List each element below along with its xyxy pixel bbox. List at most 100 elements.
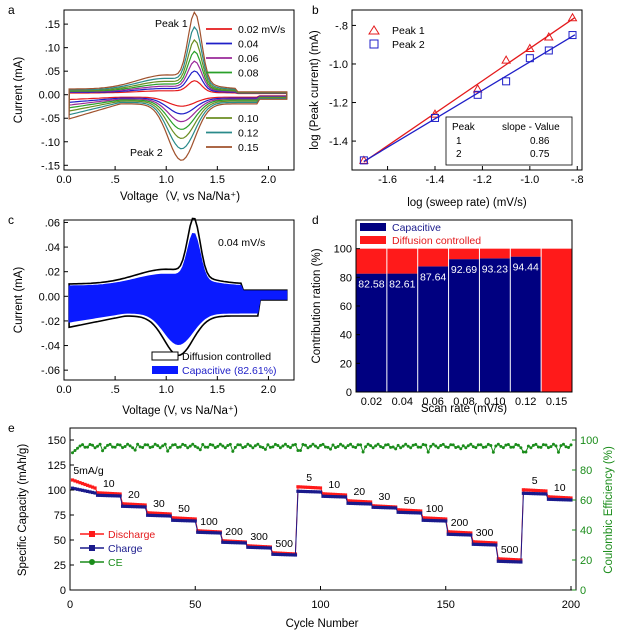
panel-d-xtick-label: 0.12 <box>515 396 536 408</box>
charge-point <box>421 518 425 522</box>
ce-point <box>156 444 160 448</box>
discharge-point <box>178 516 182 520</box>
ce-point <box>356 443 360 447</box>
legend-label: 0.08 <box>238 68 259 80</box>
ce-point <box>349 442 353 446</box>
panel-b-ytick-label: -1.2 <box>329 98 348 110</box>
panel-label-a: a <box>8 3 15 17</box>
ce-point <box>136 442 140 446</box>
panel-a-xticks: 0.0 .5 1.0 1.5 2.0 <box>56 166 276 186</box>
discharge-point <box>409 508 413 513</box>
rate-label: 50 <box>178 503 190 515</box>
panel-c-xtick-label: 1.0 <box>159 384 174 396</box>
panel-c-xticks: 0.0 .5 1.0 1.5 2.0 <box>56 376 276 396</box>
ce-point <box>439 444 443 448</box>
charge-point <box>156 514 160 518</box>
charge-point <box>236 541 240 545</box>
bar-data-label: 82.61 <box>389 279 415 291</box>
ce-point <box>339 442 343 446</box>
charge-point <box>171 518 175 522</box>
discharge-point <box>93 486 97 490</box>
ce-point <box>539 445 543 449</box>
peak-1-point <box>543 31 554 41</box>
panel-e-yticks: 0 25 50 75 100 125 150 <box>48 435 74 597</box>
charge-point <box>419 511 423 515</box>
ce-point <box>158 446 162 450</box>
charge-point <box>88 490 92 494</box>
charge-point <box>361 502 365 506</box>
panel-a-xtick-label: 1.5 <box>210 174 225 186</box>
discharge-point <box>348 499 353 503</box>
ce-point <box>83 445 87 449</box>
charge-point <box>113 494 117 498</box>
charge-point <box>193 519 197 523</box>
discharge-point <box>451 530 455 534</box>
ce-point <box>536 445 540 449</box>
discharge-point <box>489 541 493 545</box>
slope-table-frame <box>445 116 573 166</box>
ce-point <box>544 443 548 447</box>
panel-label-b: b <box>312 3 319 17</box>
panel-d-ylabel: Contribution ration (%) <box>311 248 323 363</box>
ce-point <box>186 446 190 450</box>
discharge-point <box>419 509 423 513</box>
ce-point <box>256 442 260 446</box>
ce-point <box>556 450 560 454</box>
charge-point <box>233 541 237 545</box>
panel-b-ylabel: log (Peak current) (mA) <box>309 30 321 150</box>
ce-point <box>436 446 440 450</box>
panel-d-ytick-label: 40 <box>340 330 352 342</box>
charge-point <box>471 542 475 546</box>
panel-label-e: e <box>8 421 15 435</box>
charge-point <box>146 513 150 517</box>
ce-point <box>273 442 277 446</box>
ce-point <box>419 445 423 449</box>
panel-a-ytick-label: .05 <box>45 66 60 78</box>
charge-point <box>118 494 122 498</box>
ce-point <box>271 445 275 449</box>
ce-point <box>374 444 378 448</box>
discharge-point <box>70 478 75 482</box>
panel-e-xtick-label: 50 <box>189 599 201 611</box>
charge-point <box>95 493 100 497</box>
panel-b-xtick-label: -1.6 <box>378 174 397 186</box>
charge-point <box>271 552 275 556</box>
charge-point <box>256 546 260 550</box>
charge-point <box>389 506 393 510</box>
charge-point <box>358 502 363 506</box>
discharge-point <box>161 512 165 516</box>
charge-point <box>409 511 413 515</box>
ce-point <box>366 442 370 446</box>
ce-point <box>263 447 267 451</box>
bar-data-label: 92.69 <box>451 264 477 276</box>
discharge-point <box>404 508 408 512</box>
charge-point <box>208 531 212 535</box>
charge-point <box>476 542 480 547</box>
discharge-point <box>308 485 313 490</box>
ce-point <box>123 445 127 449</box>
ce-point <box>311 442 315 446</box>
charge-point <box>133 505 137 509</box>
discharge-point <box>499 557 503 561</box>
panel-e-y2tick-label: 100 <box>580 435 598 447</box>
ce-point <box>236 443 240 447</box>
charge-point <box>306 490 310 494</box>
panel-d-xticks: 0.02 0.04 0.06 0.08 0.10 0.12 0.15 <box>361 396 568 408</box>
panel-b-plot-frame <box>351 9 583 171</box>
ce-point <box>211 443 215 447</box>
ce-point <box>471 445 475 449</box>
charge-point <box>484 543 488 547</box>
bar-capacitive <box>479 258 510 392</box>
peak-2-point <box>544 46 553 55</box>
rate-label: 20 <box>353 486 365 498</box>
rate-label: 100 <box>200 516 218 528</box>
bar-diffusion <box>479 248 510 259</box>
discharge-point <box>326 492 330 496</box>
charge-point <box>554 497 558 502</box>
discharge-point <box>361 500 365 504</box>
discharge-point <box>188 517 192 521</box>
rate-label: 5 <box>306 472 312 484</box>
charge-point <box>336 495 340 499</box>
charge-point <box>544 492 548 496</box>
